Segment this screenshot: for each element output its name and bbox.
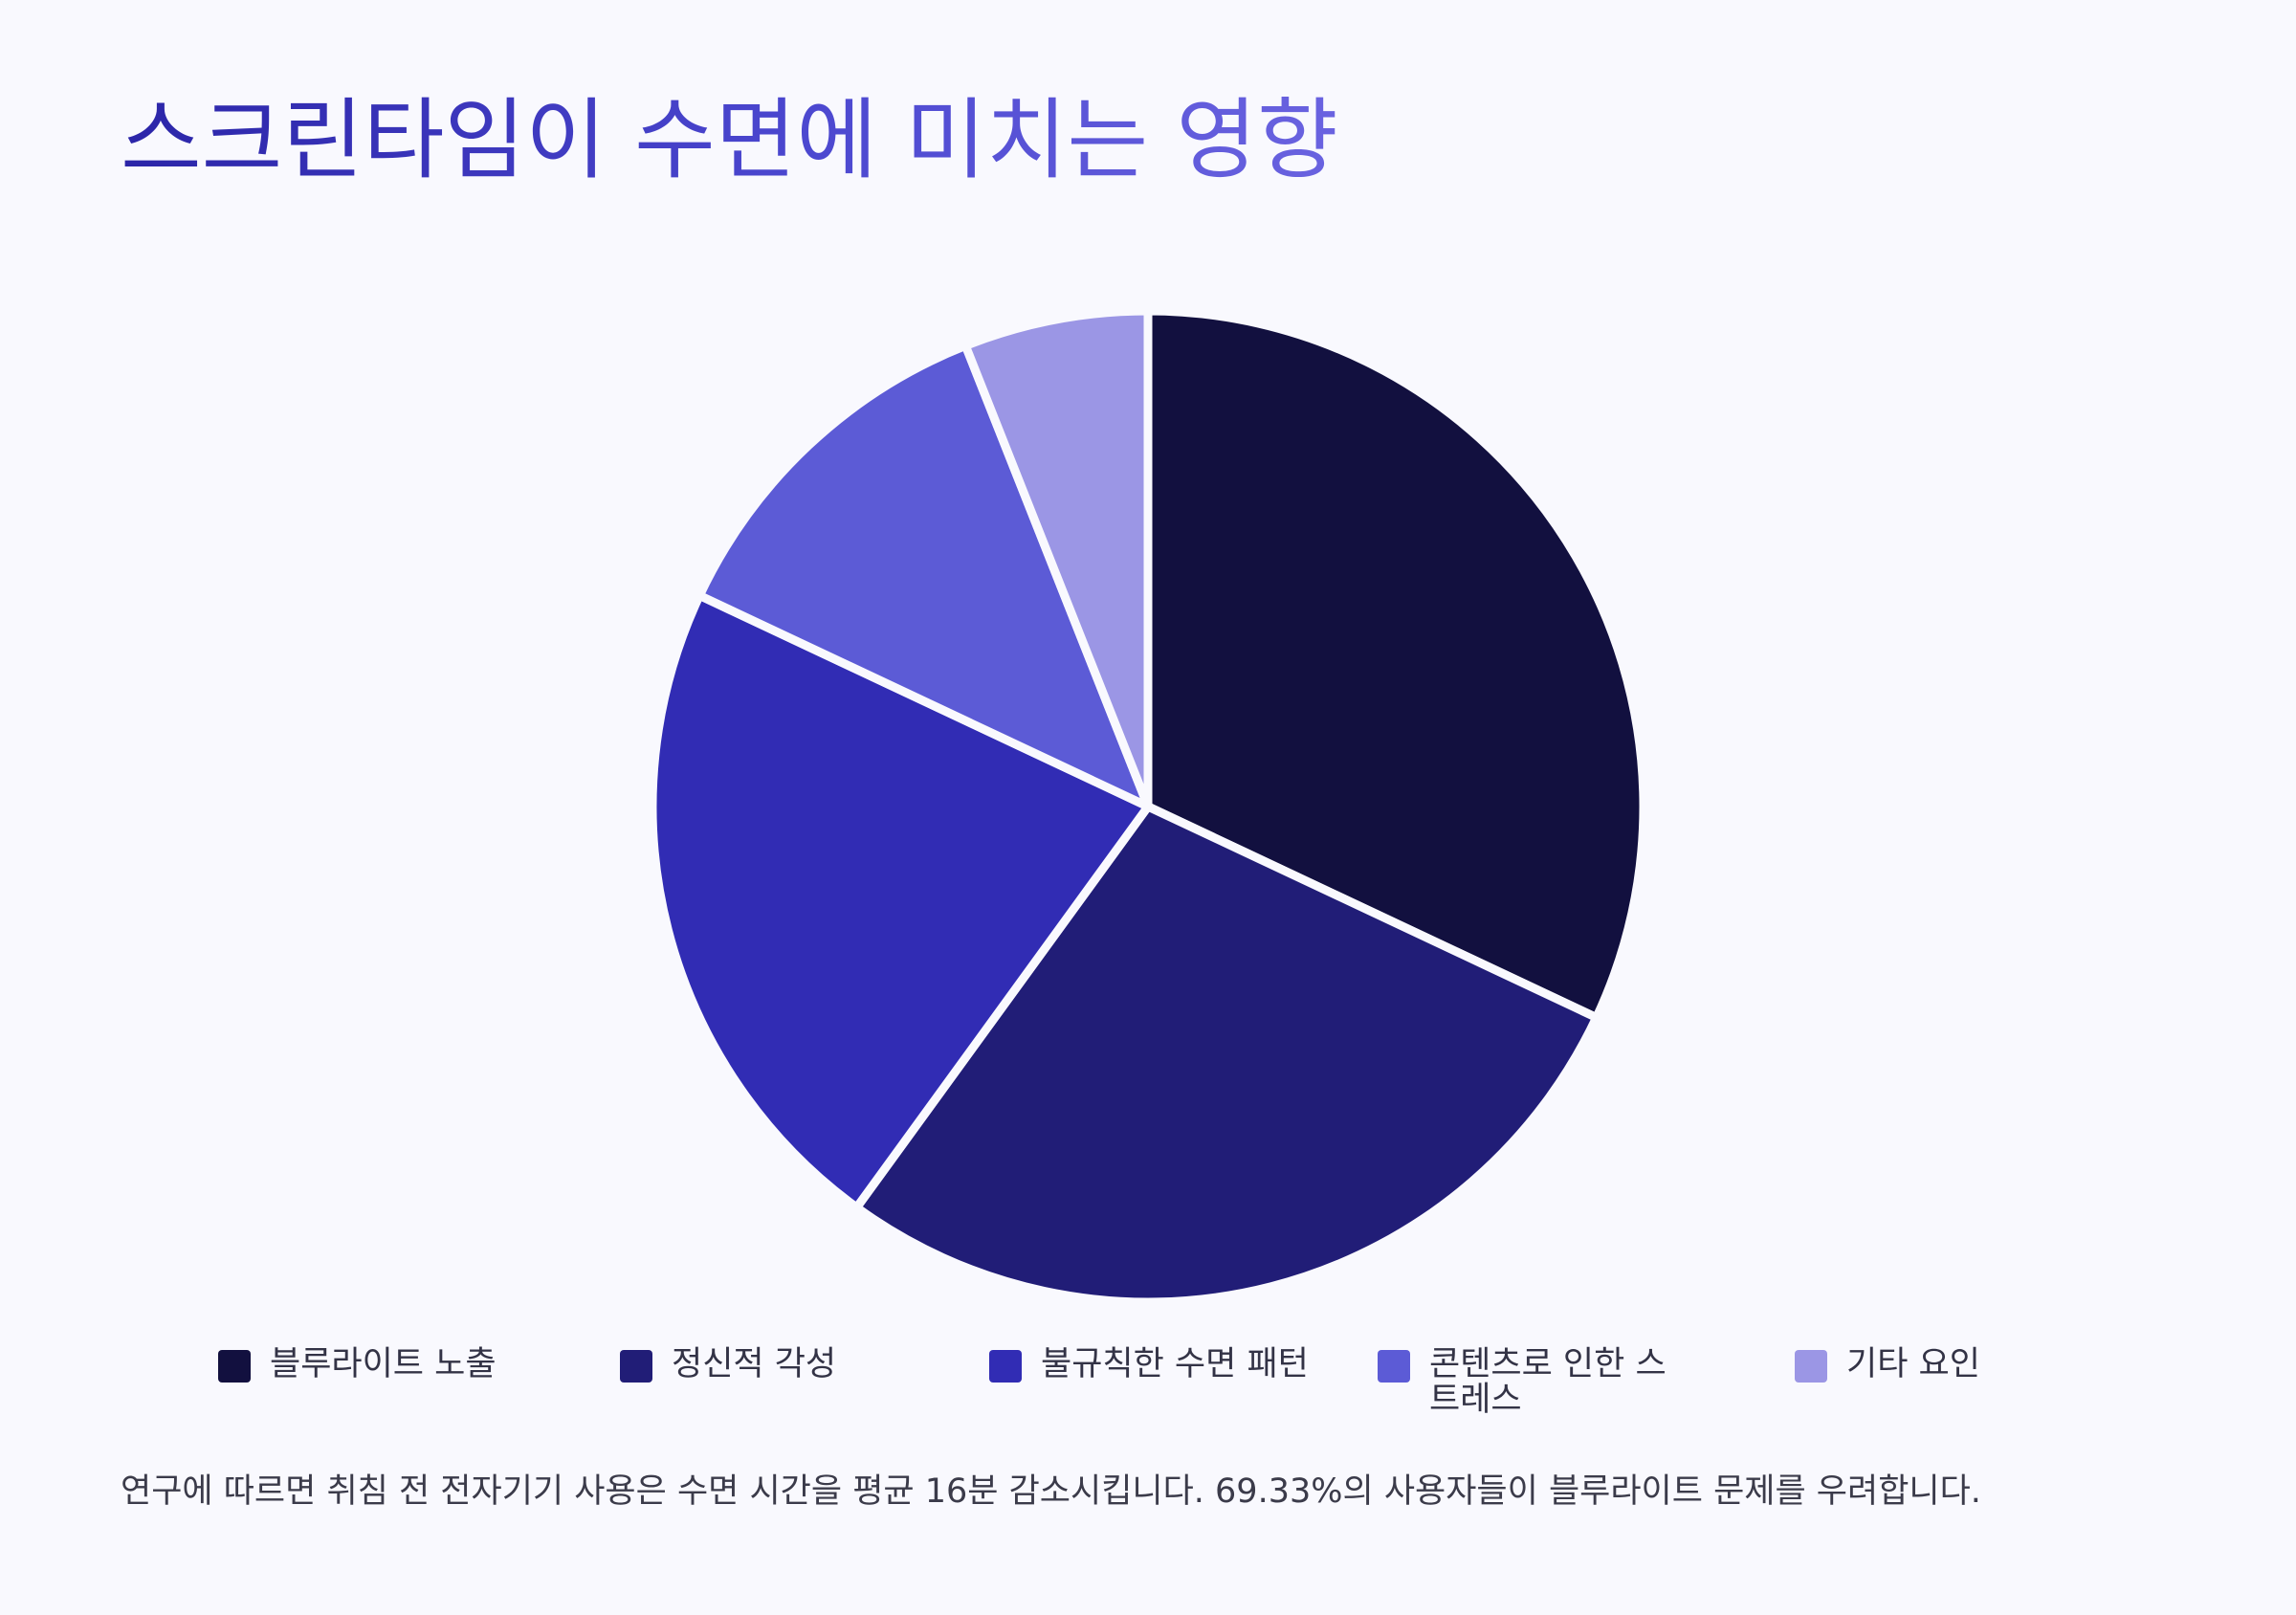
legend-label: 정신적 각성: [672, 1345, 837, 1383]
legend-item-other-factors[interactable]: 기타 요인: [1795, 1347, 1980, 1383]
legend-swatch: [989, 1350, 1022, 1383]
pie-slice-2[interactable]: [852, 802, 1601, 1307]
footnote: 연구에 따르면 취침 전 전자기기 사용은 수면 시간을 평균 16분 감소시킵…: [121, 1472, 1981, 1511]
legend: 블루라이트 노출 정신적 각성 불규칙한 수면 패턴 콘텐츠로 인한 스트레스 …: [218, 1347, 2131, 1433]
legend-item-mental-arousal[interactable]: 정신적 각성: [620, 1347, 836, 1383]
legend-swatch: [218, 1350, 251, 1383]
legend-item-blue-light[interactable]: 블루라이트 노출: [218, 1347, 497, 1383]
legend-item-content-stress[interactable]: 콘텐츠로 인한 스트레스: [1378, 1347, 1693, 1418]
legend-swatch: [1378, 1350, 1410, 1383]
legend-label: 불규칙한 수면 패턴: [1041, 1345, 1309, 1383]
pie-slice-4[interactable]: [695, 341, 1153, 811]
legend-item-irregular-sleep[interactable]: 불규칙한 수면 패턴: [989, 1347, 1309, 1383]
chart-title: 스크린타임이 수면에 미치는 영향: [121, 88, 1338, 193]
legend-label: 콘텐츠로 인한 스트레스: [1429, 1345, 1667, 1419]
legend-label: 블루라이트 노출: [270, 1345, 497, 1383]
legend-label: 기타 요인: [1846, 1345, 1980, 1383]
pie-slice-5[interactable]: [960, 306, 1153, 811]
legend-swatch: [620, 1350, 652, 1383]
pie-slice-1[interactable]: [1143, 306, 1648, 1023]
legend-swatch: [1795, 1350, 1827, 1383]
